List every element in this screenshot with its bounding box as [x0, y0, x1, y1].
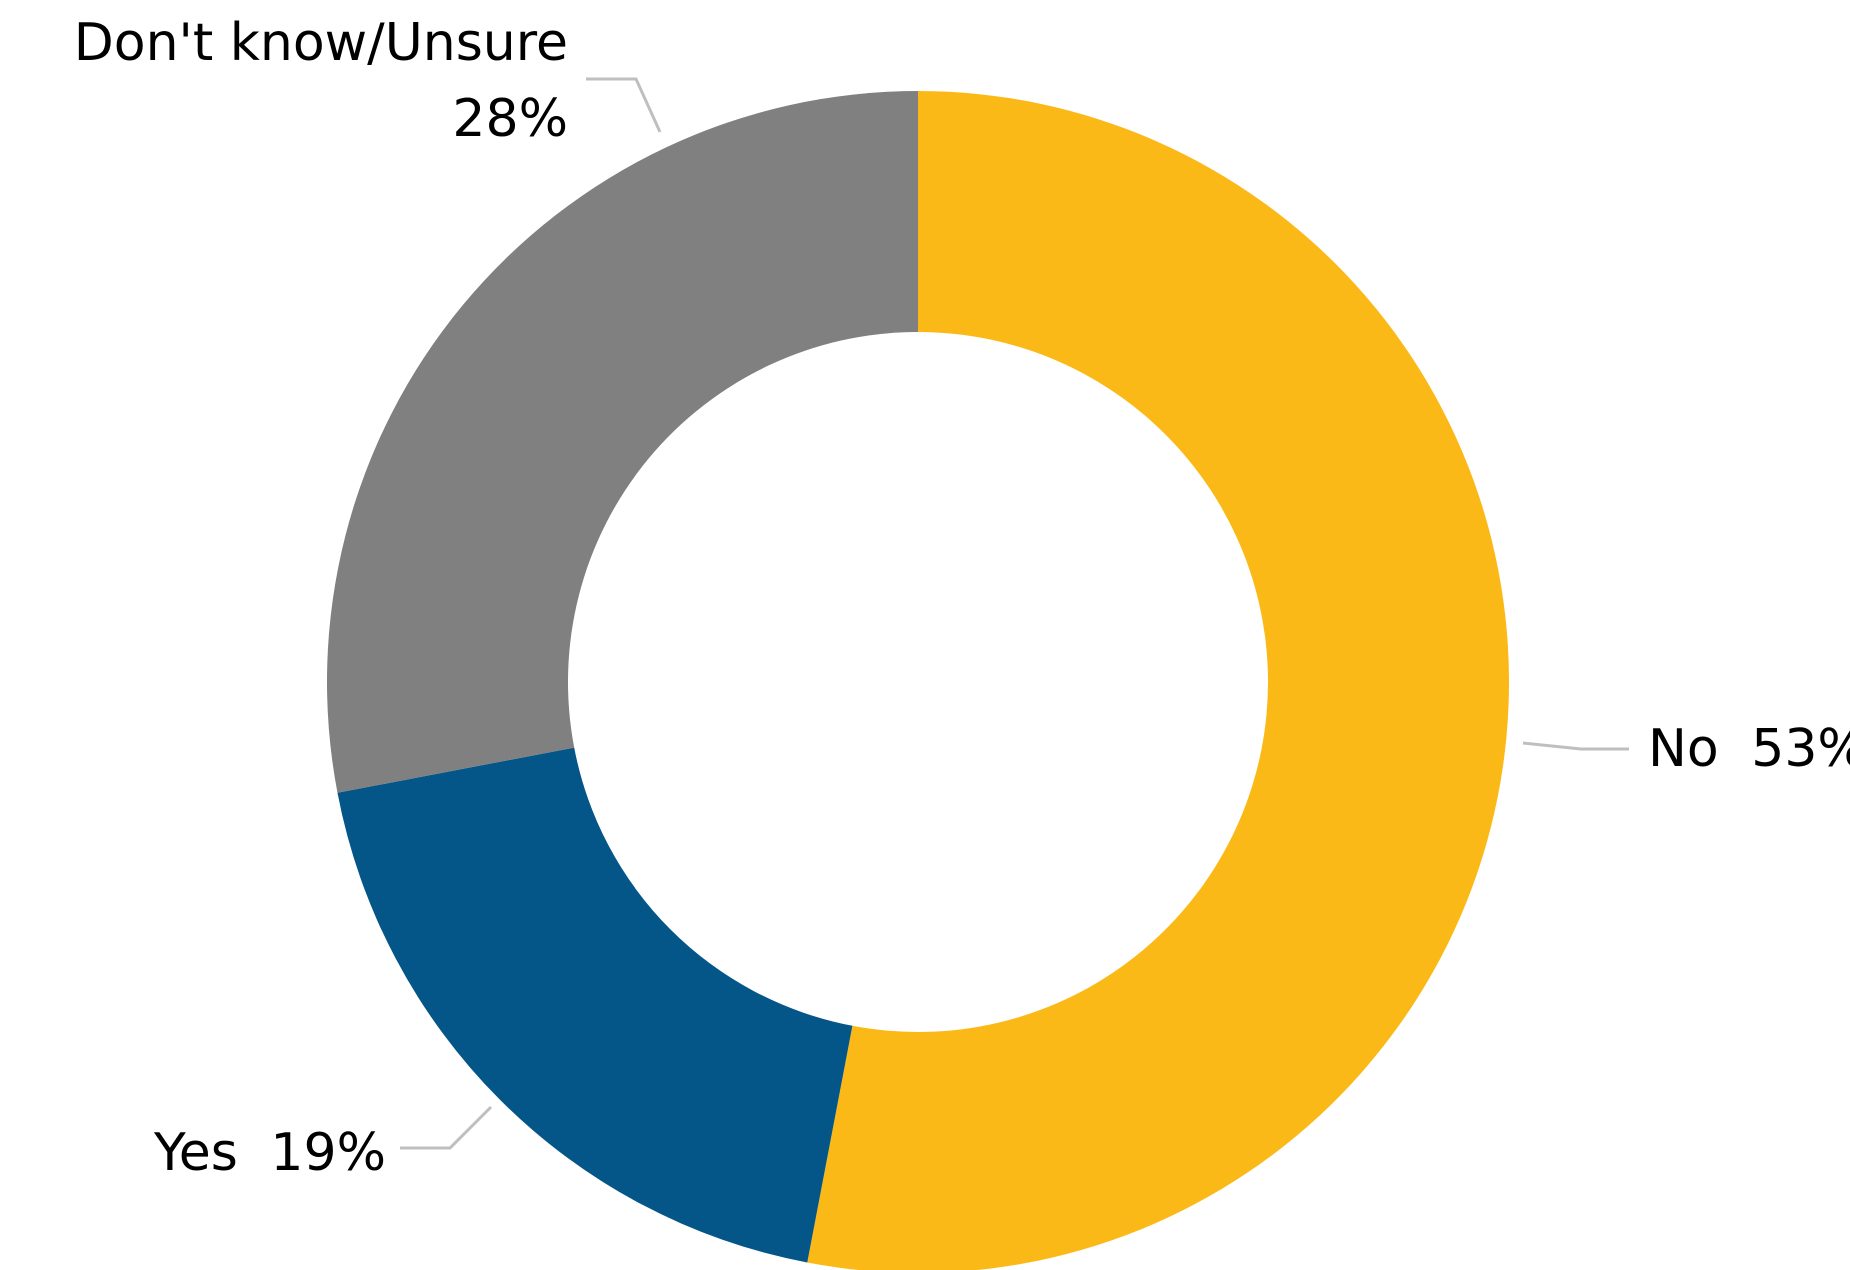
donut-slices — [326, 91, 1509, 1270]
data-label-yes-category: Yes — [153, 1123, 238, 1183]
data-label-no: No 53% — [1648, 719, 1850, 779]
data-label-dont-know-category: Don't know/Unsure — [74, 13, 568, 73]
leader-line-yes — [400, 1105, 493, 1150]
leader-lines — [400, 77, 1629, 1150]
data-label-no-category: No — [1648, 719, 1719, 779]
slice-don-t-know-unsure — [326, 91, 918, 793]
data-label-dont-know-value: 28% — [452, 89, 568, 149]
data-label-yes-value: 19% — [270, 1123, 386, 1183]
data-label-no-value: 53% — [1751, 719, 1850, 779]
data-label-yes: Yes 19% — [153, 1123, 386, 1183]
leader-line-no — [1522, 741, 1629, 751]
slice-yes — [337, 747, 853, 1263]
leader-line-dont-know — [586, 77, 662, 133]
data-labels: No 53% Yes 19% Don't know/Unsure 28% — [74, 13, 1850, 1183]
slice-no — [807, 91, 1509, 1270]
